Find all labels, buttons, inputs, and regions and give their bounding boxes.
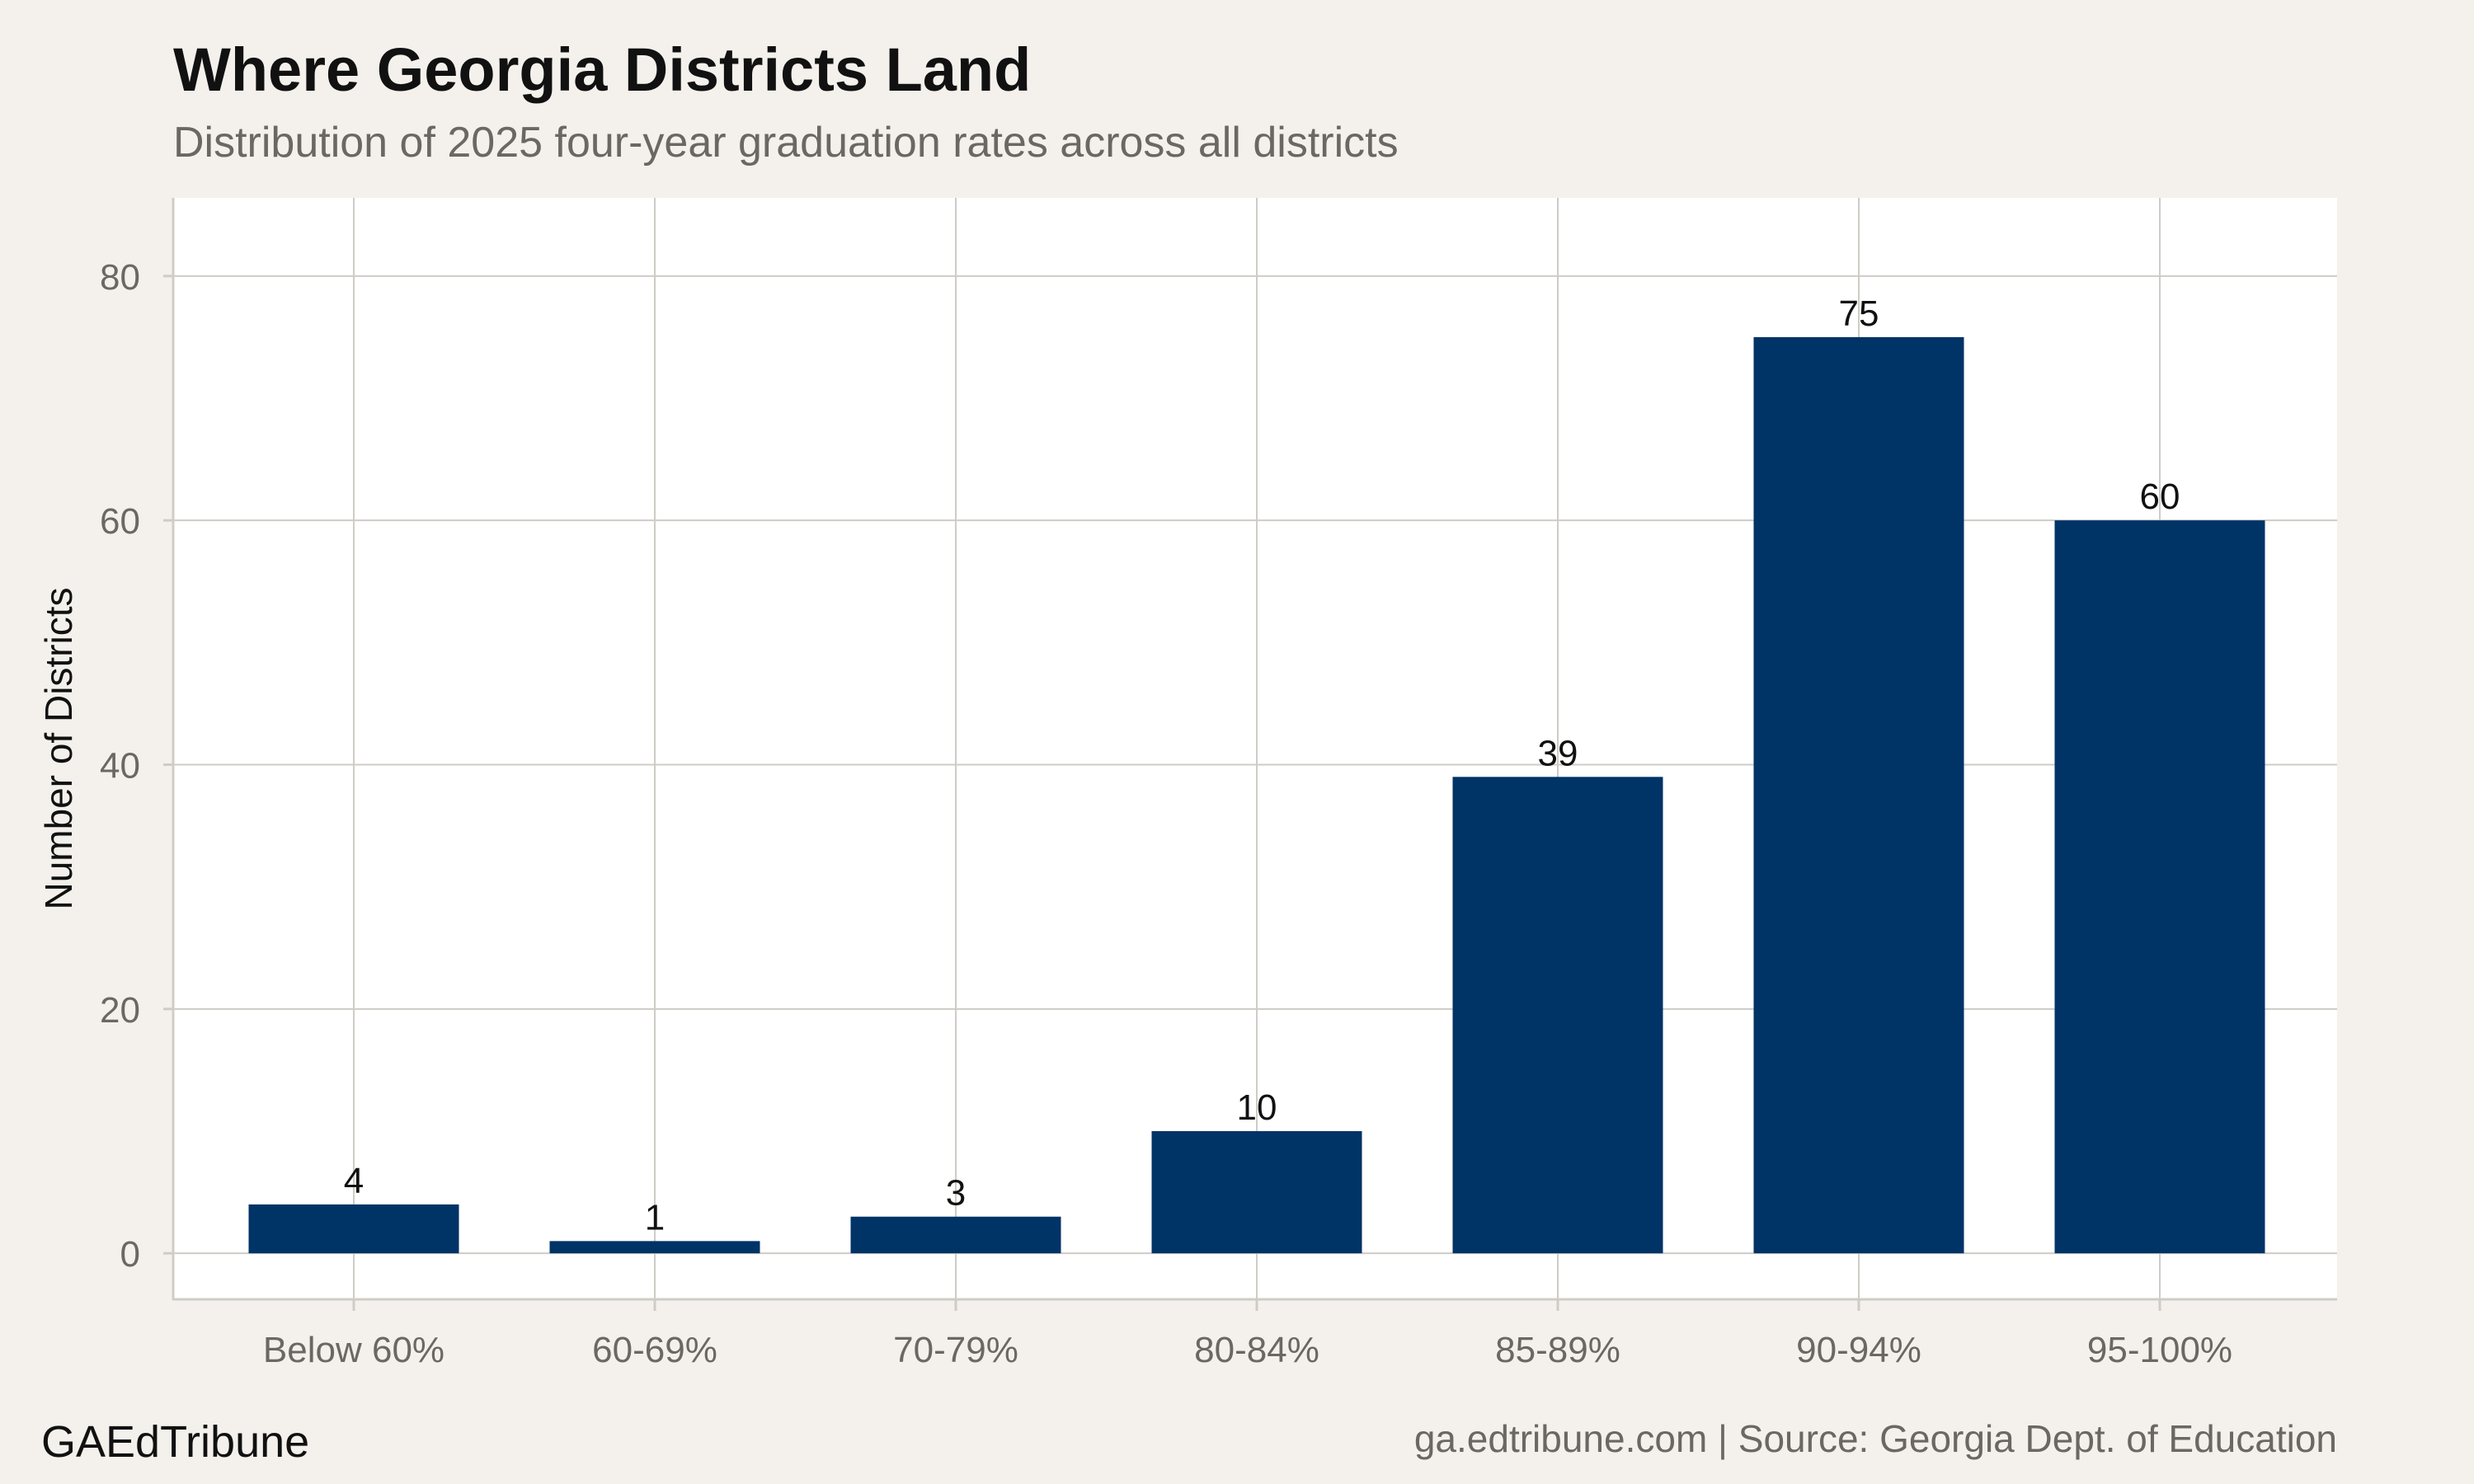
- x-tick-label-0: Below 60%: [263, 1330, 444, 1370]
- bar-1: [549, 1241, 760, 1254]
- data-labels: 4 1 3 10 39 75 60: [344, 294, 2180, 1237]
- data-label-3: 10: [1237, 1087, 1277, 1128]
- y-tick-label-2: 40: [100, 746, 140, 787]
- x-tick-label-5: 90-94%: [1796, 1330, 1921, 1370]
- plot-panel: [173, 198, 2337, 1298]
- bar-0: [248, 1204, 459, 1254]
- brand-name: GAEdTribune: [41, 1417, 309, 1467]
- bar-5: [1753, 336, 1964, 1254]
- y-tick-label-0: 0: [120, 1234, 140, 1275]
- y-tick-label-3: 60: [100, 501, 140, 542]
- x-tick-label-2: 70-79%: [893, 1330, 1018, 1370]
- data-label-4: 39: [1538, 733, 1578, 773]
- bar-3: [1151, 1131, 1362, 1254]
- x-tick-label-3: 80-84%: [1194, 1330, 1319, 1370]
- data-label-6: 60: [2140, 477, 2180, 517]
- x-tick-label-1: 60-69%: [592, 1330, 717, 1370]
- y-tick-label-4: 80: [100, 257, 140, 298]
- data-label-2: 3: [946, 1173, 966, 1214]
- bar-2: [850, 1216, 1061, 1254]
- chart-title: Where Georgia Districts Land: [173, 35, 1031, 104]
- source-note: ga.edtribune.com | Source: Georgia Dept.…: [1414, 1417, 2337, 1460]
- bar-6: [2054, 520, 2265, 1254]
- chart-subtitle: Distribution of 2025 four-year graduatio…: [173, 119, 1399, 167]
- x-tick-labels: Below 60% 60-69% 70-79% 80-84% 85-89% 90-94% 9…: [263, 1299, 2232, 1370]
- x-tick-label-4: 85-89%: [1495, 1330, 1620, 1370]
- y-axis-title: Number of Districts: [37, 587, 80, 909]
- data-label-5: 75: [1839, 294, 1879, 334]
- y-tick-label-1: 20: [100, 990, 140, 1031]
- data-label-1: 1: [645, 1197, 665, 1237]
- bars: [248, 336, 2265, 1254]
- bar-4: [1452, 777, 1663, 1254]
- data-label-0: 4: [344, 1161, 364, 1201]
- y-tick-labels: 0 20 40 60 80: [100, 257, 173, 1275]
- x-tick-label-6: 95-100%: [2087, 1330, 2232, 1370]
